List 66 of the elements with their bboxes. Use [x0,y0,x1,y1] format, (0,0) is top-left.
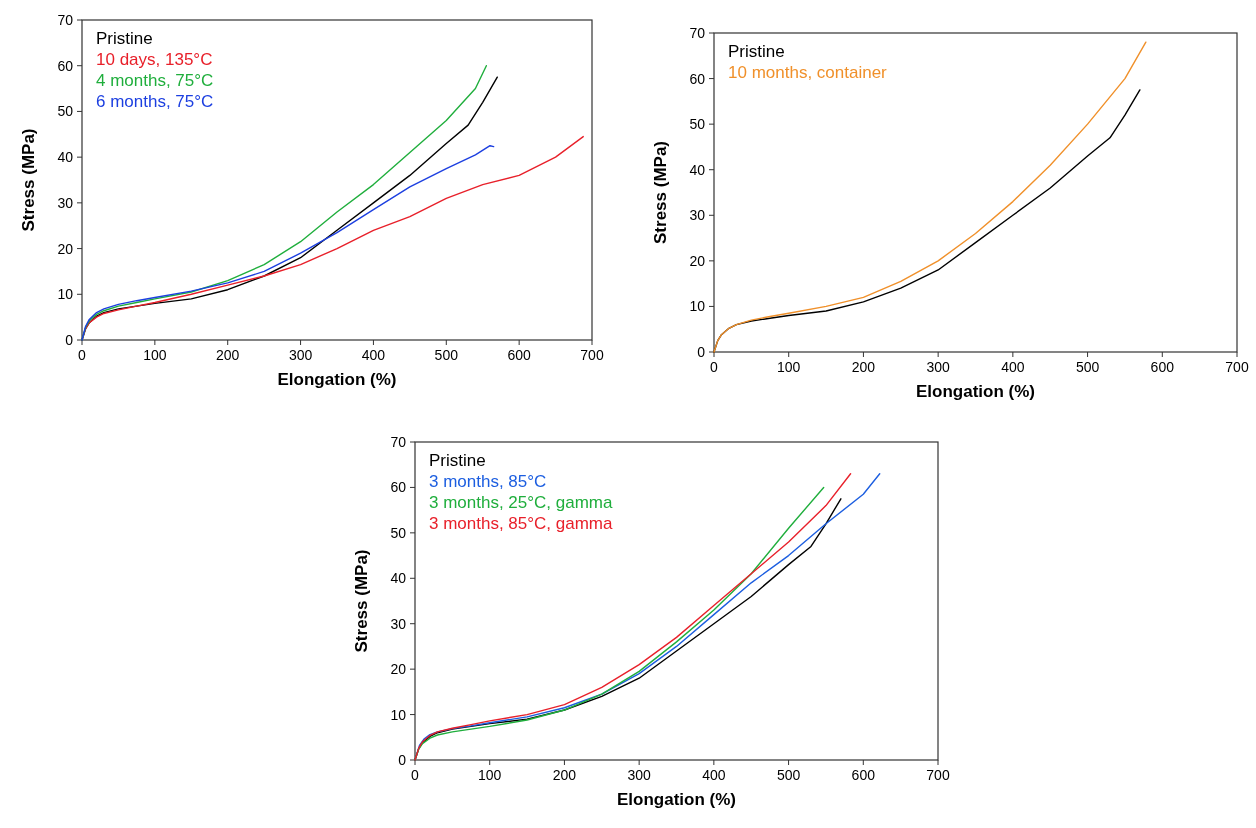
x-tick-label: 100 [777,359,801,375]
x-tick-label: 400 [1001,359,1025,375]
y-axis-title: Stress (MPa) [651,141,670,244]
x-tick-label: 700 [580,347,604,363]
y-tick-label: 70 [390,434,407,450]
x-tick-label: 0 [710,359,719,375]
y-tick-label: 10 [689,298,706,315]
text: Pristine [429,451,486,470]
x-tick-label: 400 [361,347,386,363]
y-tick-label: 20 [57,240,74,257]
y-tick-label: 70 [57,12,74,28]
y-axis-title: Stress (MPa) [352,549,371,653]
y-tick-label: 20 [390,661,407,678]
x-tick-label: 300 [627,767,652,783]
y-tick-label: 40 [689,161,706,178]
text: 4 months, 75°C [96,71,214,90]
y-tick-label: 40 [390,570,407,587]
x-tick-label: 100 [478,767,502,783]
x-tick-label: 400 [702,767,726,783]
text: Pristine [96,29,153,48]
y-tick-label: 0 [65,332,74,348]
text: 10 months, container [728,63,888,82]
x-tick-label: 500 [434,347,459,363]
text: 3 months, 25°C, gamma [429,493,614,512]
y-tick-label: 60 [390,479,407,496]
x-tick-label: 0 [411,767,420,783]
x-tick-label: 600 [1150,359,1175,375]
x-tick-label: 500 [776,767,801,783]
y-tick-label: 30 [390,615,407,632]
x-tick-label: 600 [851,767,876,783]
x-axis-title: Elongation (%) [277,370,397,389]
x-tick-label: 300 [288,347,313,363]
x-tick-label: 200 [851,359,876,375]
y-tick-label: 50 [689,116,706,133]
line-series [81,145,495,341]
y-axis-title: Stress (MPa) [19,128,38,232]
line-series [713,41,1147,353]
y-tick-label: 10 [57,286,74,303]
x-tick-label: 300 [926,359,951,375]
y-tick-label: 70 [689,25,706,41]
y-tick-label: 60 [57,57,74,74]
y-tick-label: 60 [689,70,706,87]
x-tick-label: 0 [78,347,87,363]
y-tick-label: 20 [689,252,706,269]
x-axis-title: Elongation (%) [617,790,736,809]
x-tick-label: 600 [507,347,532,363]
x-tick-label: 200 [216,347,240,363]
text: 6 months, 75°C [96,92,214,111]
y-tick-label: 40 [57,149,74,166]
text: 10 days, 135°C [96,50,213,69]
x-tick-label: 200 [552,767,577,783]
text: 3 months, 85°C, gamma [429,514,614,533]
y-tick-label: 30 [689,207,706,224]
text: Pristine [728,42,785,61]
line-series [81,135,584,341]
x-tick-label: 700 [1225,359,1249,375]
x-tick-label: 700 [926,767,950,783]
x-tick-label: 500 [1075,359,1100,375]
text: 3 months, 85°C [429,472,547,491]
y-tick-label: 30 [57,194,74,211]
y-tick-label: 50 [57,103,74,120]
y-tick-label: 50 [390,524,407,541]
y-tick-label: 10 [390,706,407,723]
x-axis-title: Elongation (%) [916,382,1035,401]
x-tick-label: 100 [143,347,167,363]
y-tick-label: 0 [398,752,407,768]
